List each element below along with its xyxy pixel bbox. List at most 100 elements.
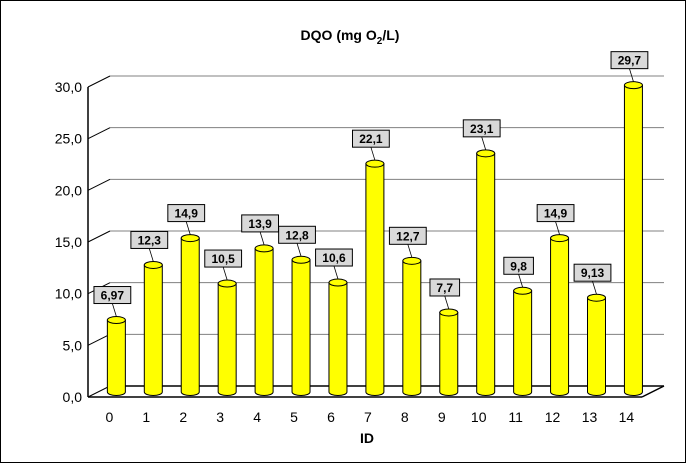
data-label: 12,3 bbox=[138, 233, 162, 247]
data-label-box bbox=[93, 286, 132, 305]
bar-top bbox=[143, 260, 163, 269]
bar bbox=[106, 316, 126, 397]
data-label-box bbox=[610, 51, 649, 70]
data-label: 23,1 bbox=[470, 122, 494, 136]
y-tick-label: 20,0 bbox=[55, 182, 82, 198]
x-tick-label: 0 bbox=[105, 409, 113, 425]
data-label: 14,9 bbox=[544, 207, 568, 221]
bar-top bbox=[291, 255, 311, 264]
data-label-leader bbox=[333, 265, 339, 280]
axis-layer: 0,05,010,015,020,025,030,00 1 2 3 4 5 6 7 8 9 10 11… bbox=[55, 79, 665, 425]
bar-top bbox=[254, 244, 274, 253]
x-tick-label: 10 bbox=[471, 409, 487, 425]
x-tick-label: 11 bbox=[508, 409, 523, 425]
bar-top bbox=[217, 279, 237, 288]
bar-top bbox=[365, 159, 385, 168]
data-label-leader bbox=[629, 68, 634, 82]
bar-top bbox=[439, 308, 459, 317]
x-tick-label: 1 bbox=[142, 409, 150, 425]
bar-top bbox=[476, 149, 496, 158]
data-label: 6,97 bbox=[101, 289, 125, 303]
grid-layer bbox=[87, 75, 664, 398]
bar bbox=[217, 279, 237, 397]
data-label-leader bbox=[444, 295, 450, 310]
bar-body bbox=[623, 84, 643, 397]
data-label-box bbox=[130, 230, 169, 249]
bar-top bbox=[106, 316, 126, 325]
x-tick-label: 2 bbox=[179, 409, 187, 425]
bar-body bbox=[365, 163, 385, 397]
bar-top bbox=[402, 256, 422, 265]
data-label-box bbox=[167, 204, 206, 223]
data-label: 10,5 bbox=[211, 252, 235, 266]
bar-body bbox=[180, 237, 200, 397]
gridline-connector bbox=[87, 178, 111, 191]
data-label: 9,13 bbox=[581, 266, 605, 280]
y-tick-label: 25,0 bbox=[55, 131, 82, 147]
gridline-connector bbox=[87, 75, 111, 88]
bar-top bbox=[180, 234, 200, 243]
x-tick-label: 6 bbox=[327, 409, 335, 425]
floor-edge bbox=[641, 385, 665, 398]
data-label-leader bbox=[185, 221, 191, 235]
bar bbox=[180, 234, 200, 397]
data-label: 7,7 bbox=[436, 281, 453, 295]
data-label-box bbox=[204, 249, 243, 268]
data-label-leader bbox=[407, 244, 413, 258]
data-label-box bbox=[429, 278, 461, 297]
bar bbox=[365, 159, 385, 397]
data-label: 22,1 bbox=[359, 132, 383, 146]
bar bbox=[513, 286, 533, 397]
data-label-leader bbox=[296, 243, 302, 257]
data-label: 29,7 bbox=[618, 54, 642, 68]
data-label: 13,9 bbox=[248, 217, 272, 231]
data-label-box bbox=[462, 119, 501, 138]
x-tick-label: 14 bbox=[619, 409, 635, 425]
bar bbox=[328, 278, 348, 397]
bar-top bbox=[513, 286, 533, 295]
bar bbox=[439, 308, 459, 397]
bar bbox=[254, 244, 274, 397]
bar bbox=[476, 149, 496, 397]
data-label-box bbox=[278, 225, 316, 244]
data-label: 14,9 bbox=[175, 207, 199, 221]
bar-body bbox=[143, 264, 163, 397]
data-label: 9,8 bbox=[510, 259, 527, 273]
label-layer: 6,97 12,3 14,9 10,5 13,9 12,8 10,6 22,1 12,7 7,7 2… bbox=[93, 51, 649, 317]
x-tick-label: 13 bbox=[582, 409, 598, 425]
data-label: 10,6 bbox=[322, 251, 346, 265]
y-tick-label: 5,0 bbox=[63, 337, 83, 353]
bar-body bbox=[587, 297, 606, 397]
bar-body bbox=[402, 260, 422, 397]
data-label: 12,8 bbox=[285, 228, 309, 242]
bar-top bbox=[623, 81, 643, 90]
data-label-leader bbox=[259, 231, 265, 246]
data-label-box bbox=[573, 263, 612, 282]
x-tick-label: 3 bbox=[216, 409, 224, 425]
bar bbox=[623, 81, 643, 397]
bar bbox=[550, 234, 570, 397]
bar-layer bbox=[106, 81, 643, 397]
data-label-leader bbox=[222, 266, 228, 281]
bar-body bbox=[217, 283, 237, 397]
gridline-connector bbox=[87, 333, 111, 346]
x-axis-title: ID bbox=[360, 430, 374, 446]
data-label-box bbox=[315, 248, 353, 267]
data-label-leader bbox=[148, 248, 154, 262]
bar-body bbox=[439, 311, 459, 397]
bar-body bbox=[550, 237, 570, 397]
bar-body bbox=[106, 319, 126, 397]
bar-top bbox=[328, 278, 348, 287]
data-label-leader bbox=[555, 221, 560, 235]
bar bbox=[291, 255, 311, 397]
x-tick-label: 12 bbox=[545, 409, 561, 425]
data-label-leader bbox=[592, 281, 597, 295]
chart-title: DQO (mg O2/L) bbox=[301, 27, 400, 47]
data-label-box bbox=[241, 214, 279, 233]
y-tick-label: 0,0 bbox=[63, 389, 83, 405]
data-label: 12,7 bbox=[396, 229, 420, 243]
y-tick-label: 30,0 bbox=[55, 79, 82, 95]
bar-body bbox=[328, 282, 348, 397]
